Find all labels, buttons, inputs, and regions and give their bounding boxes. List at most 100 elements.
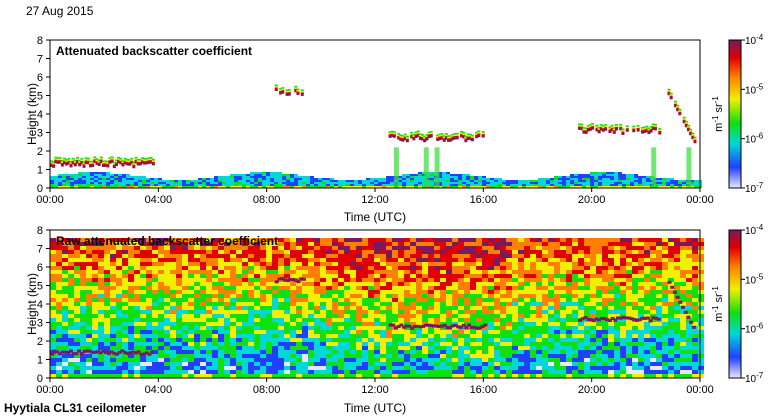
- heatmap-cell: [308, 302, 314, 306]
- heatmap-cell: [170, 302, 176, 306]
- heatmap-cell: [94, 186, 98, 188]
- heatmap-cell: [202, 180, 206, 182]
- heatmap-cell: [470, 238, 476, 242]
- heatmap-cell: [596, 358, 602, 362]
- heatmap-cell: [158, 258, 164, 262]
- heatmap-cell: [668, 294, 674, 298]
- heatmap-cell: [86, 362, 92, 366]
- heatmap-cell: [374, 306, 380, 310]
- heatmap-cell: [386, 180, 390, 182]
- heatmap-cell: [138, 180, 142, 182]
- heatmap-cell: [152, 278, 158, 282]
- heatmap-cell: [374, 286, 380, 290]
- heatmap-cell: [206, 350, 212, 354]
- heatmap-cell: [386, 286, 392, 290]
- heatmap-cell: [650, 262, 656, 266]
- heatmap-cell: [574, 174, 578, 176]
- heatmap-cell: [182, 266, 188, 270]
- heatmap-cell: [320, 254, 326, 258]
- heatmap-cell: [308, 346, 314, 350]
- heatmap-cell: [92, 318, 98, 322]
- heatmap-cell: [314, 314, 320, 318]
- heatmap-cell: [458, 258, 464, 262]
- heatmap-cell: [366, 186, 370, 188]
- heatmap-cell: [477, 133, 481, 136]
- heatmap-cell: [146, 186, 150, 188]
- heatmap-cell: [404, 338, 410, 342]
- heatmap-cell: [410, 184, 414, 186]
- heatmap-cell: [374, 254, 380, 258]
- heatmap-cell: [662, 254, 668, 258]
- heatmap-cell: [224, 306, 230, 310]
- heatmap-cell: [188, 310, 194, 314]
- heatmap-cell: [50, 161, 53, 164]
- heatmap-cell: [314, 294, 320, 298]
- heatmap-cell: [548, 322, 554, 326]
- heatmap-cell: [206, 318, 212, 322]
- heatmap-cell: [222, 176, 226, 178]
- heatmap-cell: [68, 318, 74, 322]
- heatmap-cell: [692, 310, 698, 314]
- heatmap-cell: [302, 184, 306, 186]
- heatmap-cell: [242, 282, 248, 286]
- heatmap-cell: [404, 306, 410, 310]
- heatmap-cell: [582, 131, 586, 134]
- heatmap-cell: [650, 270, 656, 274]
- heatmap-cell: [158, 246, 164, 250]
- heatmap-cell: [320, 362, 326, 366]
- heatmap-cell: [338, 266, 344, 270]
- heatmap-cell: [110, 318, 116, 322]
- heatmap-cell: [512, 358, 518, 362]
- heatmap-cell: [538, 182, 542, 184]
- heatmap-cell: [152, 286, 158, 290]
- heatmap-cell: [418, 172, 422, 174]
- heatmap-cell: [134, 266, 140, 270]
- heatmap-cell: [458, 290, 464, 294]
- heatmap-cell: [258, 172, 262, 174]
- heatmap-cell: [494, 302, 500, 306]
- heatmap-cell: [542, 358, 548, 362]
- heatmap-cell: [410, 282, 416, 286]
- heatmap-cell: [116, 270, 122, 274]
- heatmap-cell: [296, 262, 302, 266]
- heatmap-cell: [56, 334, 62, 338]
- heatmap-cell: [566, 238, 572, 242]
- heatmap-cell: [398, 182, 402, 184]
- heatmap-cell: [578, 282, 584, 286]
- heatmap-cell: [368, 334, 374, 338]
- heatmap-cell: [74, 358, 80, 362]
- heatmap-cell: [440, 318, 446, 322]
- heatmap-cell: [164, 330, 170, 334]
- heatmap-cell: [614, 282, 620, 286]
- heatmap-cell: [620, 330, 626, 334]
- heatmap-cell: [332, 246, 338, 250]
- heatmap-cell: [50, 186, 54, 188]
- heatmap-cell: [230, 266, 236, 270]
- heatmap-cell: [512, 318, 518, 322]
- heatmap-cell: [302, 318, 308, 322]
- heatmap-cell: [110, 184, 114, 186]
- heatmap-cell: [230, 330, 236, 334]
- heatmap-cell: [86, 346, 92, 350]
- heatmap-cell: [368, 246, 374, 250]
- heatmap-cell: [402, 186, 406, 188]
- heatmap-cell: [380, 326, 386, 330]
- heatmap-cell: [152, 270, 158, 274]
- heatmap-cell: [368, 346, 374, 350]
- heatmap-cell: [626, 318, 632, 322]
- heatmap-cell: [524, 274, 530, 278]
- heatmap-cell: [590, 306, 596, 310]
- heatmap-cell: [332, 250, 338, 254]
- heatmap-cell: [562, 178, 566, 180]
- heatmap-cell: [134, 184, 138, 186]
- heatmap-cell: [626, 184, 630, 186]
- heatmap-cell: [620, 266, 626, 270]
- heatmap-cell: [146, 310, 152, 314]
- heatmap-cell: [586, 186, 590, 188]
- heatmap-cell: [314, 266, 320, 270]
- heatmap-cell: [368, 286, 374, 290]
- heatmap-cell: [536, 314, 542, 318]
- heatmap-cell: [608, 330, 614, 334]
- heatmap-cell: [284, 306, 290, 310]
- heatmap-cell: [50, 254, 56, 258]
